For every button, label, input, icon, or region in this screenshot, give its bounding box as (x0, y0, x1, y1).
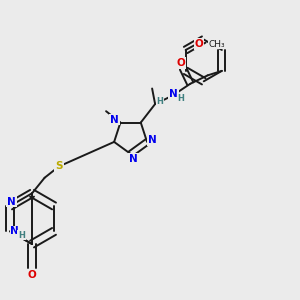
Text: CH₃: CH₃ (208, 40, 225, 49)
Text: O: O (28, 270, 36, 280)
Text: N: N (110, 115, 119, 124)
Text: S: S (55, 161, 63, 171)
Text: H: H (156, 97, 163, 106)
Text: N: N (169, 89, 178, 99)
Text: O: O (177, 58, 185, 68)
Text: H: H (177, 94, 184, 103)
Text: N: N (148, 135, 157, 146)
Text: N: N (11, 226, 19, 236)
Text: H: H (18, 231, 25, 240)
Text: O: O (194, 39, 203, 49)
Text: N: N (129, 154, 138, 164)
Text: N: N (7, 196, 16, 206)
